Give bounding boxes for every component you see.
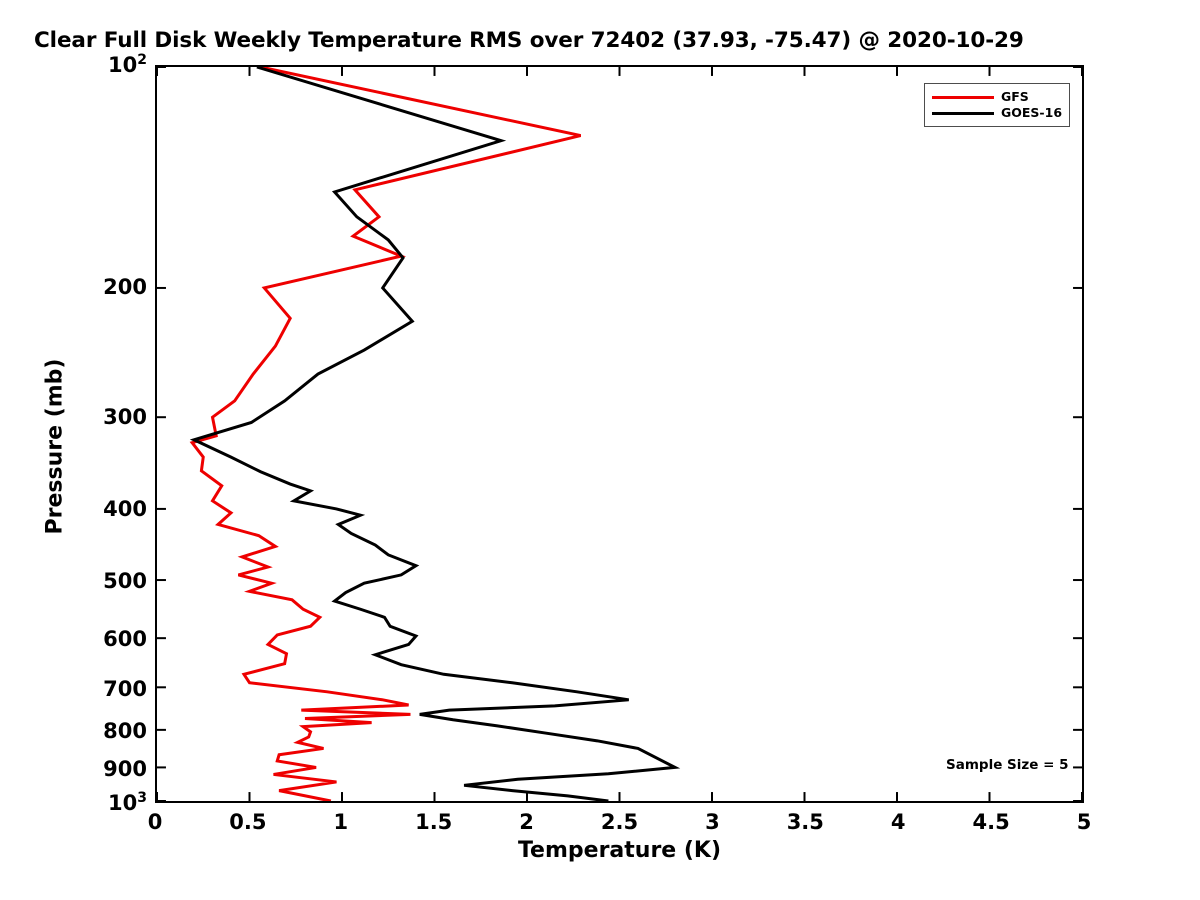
plot-area [155,65,1084,803]
legend-swatch-icon [932,111,994,115]
y-tick-label: 800 [103,719,147,744]
legend-label: GFS [1001,88,1029,104]
y-tick-label: 300 [103,405,147,430]
data-series-group [189,67,681,801]
y-tick-label: 500 [103,568,147,593]
x-tick-label: 3.5 [786,810,824,834]
y-tick-label: 700 [103,676,147,701]
axis-ticks [157,67,1082,801]
x-axis-tick-labels: 0 0.5 1 1.5 2 2.5 3 3.5 4 4.5 5 [148,810,1092,844]
x-tick-label: 1 [333,810,349,834]
y-axis-label: Pressure (mb) [42,358,68,535]
y-tick-label: 600 [103,627,147,652]
series-line-gfs [189,67,581,801]
legend-label: GOES-16 [1001,104,1063,120]
legend: GFS GOES-16 [924,83,1071,127]
y-tick-label: 102 [108,52,147,77]
y-axis-tick-labels: 102 200 300 400 500 600 700 800 900 103 [0,53,147,815]
sample-size-annotation: Sample Size = 5 [946,757,1069,773]
x-tick-label: 4 [890,810,906,834]
x-tick-label: 1.5 [415,810,453,834]
y-tick-label: 400 [103,497,147,522]
legend-item: GFS [932,89,1062,105]
x-tick-label: 2 [519,810,534,834]
y-tick-label: 103 [108,790,147,815]
legend-item: GOES-16 [932,105,1062,121]
x-tick-label: 0 [147,810,163,834]
x-tick-label: 0.5 [229,810,267,834]
x-axis-label: Temperature (K) [517,838,722,863]
plot-svg [157,67,1082,801]
x-tick-label: 4.5 [972,810,1010,834]
x-tick-label: 2.5 [600,810,639,834]
x-tick-label: 5 [1076,810,1092,834]
series-line-goes-16 [189,67,681,801]
page-title: Clear Full Disk Weekly Temperature RMS o… [34,28,1024,53]
x-tick-label: 3 [705,810,720,834]
legend-swatch-icon [932,95,994,99]
y-tick-label: 200 [103,275,147,300]
y-tick-label: 900 [103,757,147,782]
